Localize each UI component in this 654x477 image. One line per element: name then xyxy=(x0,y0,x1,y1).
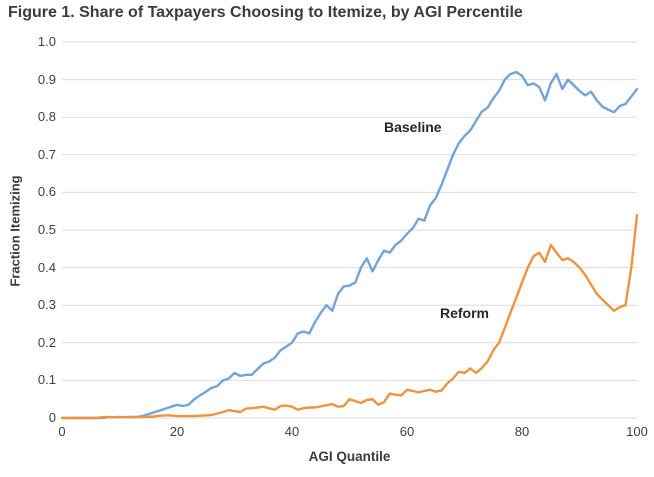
x-tick-label: 60 xyxy=(399,424,415,439)
y-tick-label: 0.4 xyxy=(37,259,56,275)
x-tick-label: 80 xyxy=(514,424,530,439)
y-tick-label: 0.6 xyxy=(37,184,56,200)
x-tick-label: 20 xyxy=(169,424,185,439)
y-tick-label: 0.8 xyxy=(37,109,56,125)
y-tick-label: 0.1 xyxy=(37,372,56,388)
reform-series-line xyxy=(60,213,639,420)
x-tick-label: 100 xyxy=(626,424,648,439)
reform-series-label: Reform xyxy=(440,305,490,321)
y-tick-label: 0 xyxy=(48,410,56,425)
y-tick-label: 1.0 xyxy=(37,34,56,49)
baseline-series-line xyxy=(60,70,639,420)
y-tick-label: 0.2 xyxy=(37,334,56,350)
figure-title: Figure 1. Share of Taxpayers Choosing to… xyxy=(8,4,523,21)
y-tick-label: 0.3 xyxy=(37,297,56,313)
x-tick-label: 0 xyxy=(58,424,66,439)
y-tick-label: 0.7 xyxy=(37,146,56,162)
x-tick-label: 40 xyxy=(284,424,300,439)
y-tick-label: 0.5 xyxy=(37,222,56,237)
y-tick-label: 0.9 xyxy=(37,71,56,87)
baseline-series-label: Baseline xyxy=(384,119,442,135)
x-axis-title: AGI Quantile xyxy=(308,449,391,464)
